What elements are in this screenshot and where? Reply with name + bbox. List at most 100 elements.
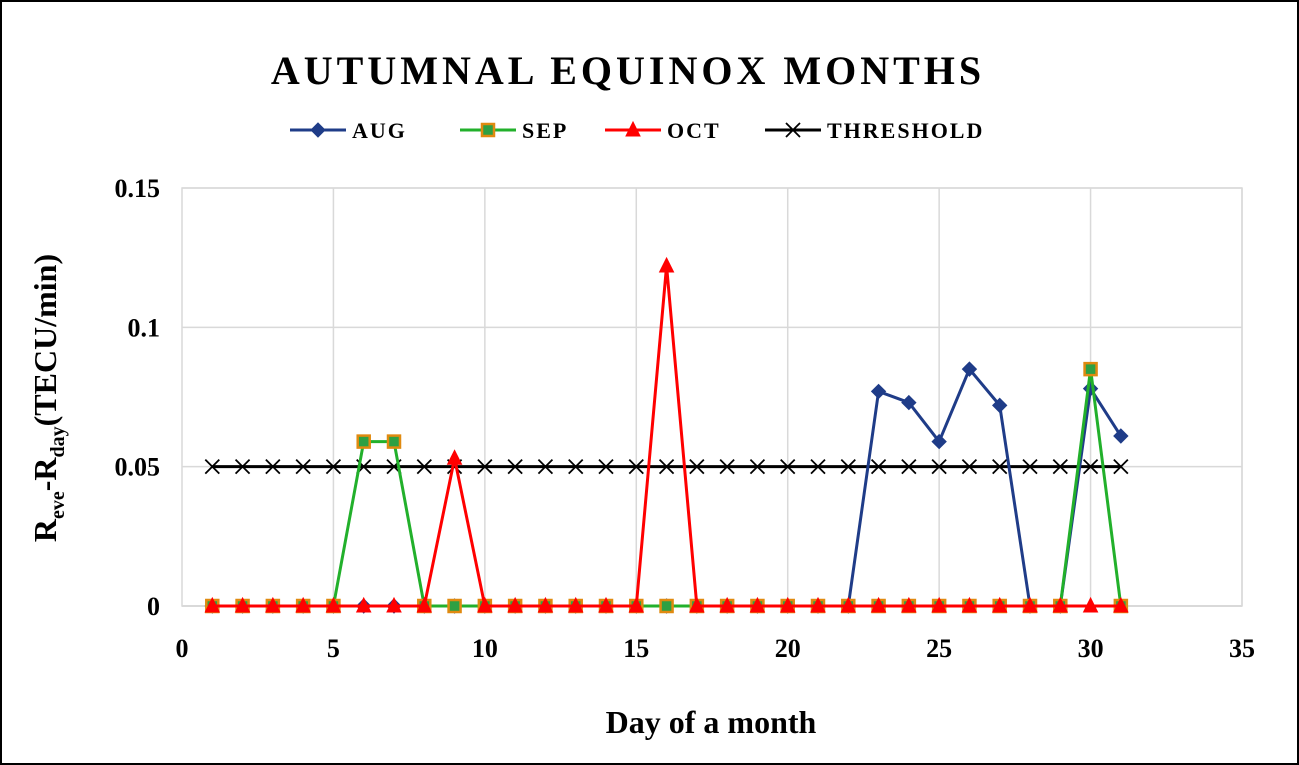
point-oct bbox=[689, 596, 705, 613]
chart-title: AUTUMNAL EQUINOX MONTHS bbox=[271, 48, 985, 93]
point-threshold bbox=[1082, 459, 1099, 475]
point-threshold bbox=[628, 459, 644, 475]
series-line-oct bbox=[212, 264, 1121, 608]
x-axis-label: Day of a month bbox=[606, 704, 817, 740]
y-axis-label: Reve-Rday(TECU/min) bbox=[27, 254, 69, 542]
legend-marker-sep bbox=[480, 122, 496, 138]
point-oct bbox=[265, 596, 281, 613]
series-sep bbox=[205, 361, 1129, 614]
point-oct bbox=[719, 596, 735, 613]
point-sep bbox=[1083, 361, 1098, 377]
y-tick-label: 0.1 bbox=[128, 313, 161, 342]
point-sep bbox=[386, 434, 402, 449]
point-oct bbox=[325, 596, 342, 613]
point-sep bbox=[356, 434, 371, 449]
point-oct bbox=[901, 596, 917, 613]
x-tick-label: 30 bbox=[1078, 634, 1104, 663]
marker-x-stroke bbox=[689, 459, 705, 475]
point-threshold bbox=[1022, 459, 1038, 475]
point-oct bbox=[931, 596, 947, 613]
marker-x-stroke bbox=[568, 459, 584, 475]
marker-x-stroke bbox=[598, 459, 614, 475]
point-oct bbox=[598, 596, 614, 613]
x-tick-label: 0 bbox=[176, 634, 189, 663]
point-oct bbox=[810, 596, 826, 613]
marker-x-stroke bbox=[295, 459, 311, 475]
point-oct bbox=[991, 596, 1008, 613]
marker-x-stroke bbox=[628, 459, 644, 475]
point-threshold bbox=[780, 459, 796, 475]
x-tick-label: 15 bbox=[623, 634, 649, 663]
point-aug bbox=[931, 433, 947, 450]
marker-x-stroke bbox=[234, 459, 251, 475]
point-threshold bbox=[901, 459, 917, 475]
legend-item-oct: OCT bbox=[605, 118, 721, 143]
y-axis-ticks: 0 0.05 0.1 0.15 bbox=[115, 174, 161, 621]
legend-item-aug: AUG bbox=[290, 118, 407, 143]
marker-x-stroke bbox=[477, 459, 493, 475]
point-oct bbox=[1113, 596, 1129, 613]
point-oct bbox=[386, 596, 402, 613]
point-threshold bbox=[810, 459, 826, 475]
y-axis-label-sub1: eve bbox=[47, 491, 69, 519]
marker-x-stroke bbox=[1052, 459, 1068, 475]
legend: AUG SEP OCT THRESHOLD bbox=[290, 118, 984, 143]
y-tick-label: 0 bbox=[147, 592, 160, 621]
marker-x-stroke bbox=[749, 459, 766, 475]
legend-marker-aug bbox=[310, 122, 326, 138]
series-aug bbox=[204, 361, 1129, 614]
point-threshold bbox=[719, 459, 735, 475]
point-oct bbox=[477, 596, 493, 613]
point-oct bbox=[779, 596, 796, 613]
y-tick-label: 0.15 bbox=[115, 174, 161, 203]
y-axis-label-tail: (TECU/min) bbox=[27, 254, 63, 426]
marker-x-stroke bbox=[658, 459, 675, 475]
legend-label-aug: AUG bbox=[352, 118, 407, 143]
x-tick-label: 10 bbox=[472, 634, 498, 663]
point-threshold bbox=[234, 459, 251, 475]
point-threshold bbox=[658, 459, 675, 475]
point-oct bbox=[749, 596, 766, 613]
x-tick-label: 5 bbox=[327, 634, 340, 663]
point-oct bbox=[1022, 596, 1038, 613]
point-sep bbox=[447, 598, 462, 614]
point-oct bbox=[1052, 596, 1069, 613]
point-oct bbox=[658, 256, 675, 273]
y-axis-label-mid: -R bbox=[27, 457, 63, 492]
point-threshold bbox=[840, 459, 856, 475]
point-oct bbox=[507, 596, 523, 613]
series-oct bbox=[204, 256, 1129, 613]
point-aug bbox=[870, 383, 887, 400]
point-oct bbox=[204, 596, 221, 613]
x-axis-ticks: 0 5 10 15 20 25 30 35 bbox=[176, 634, 1256, 663]
point-threshold bbox=[265, 459, 281, 475]
marker-x-stroke bbox=[901, 459, 917, 475]
x-tick-label: 25 bbox=[926, 634, 952, 663]
marker-x-stroke bbox=[785, 122, 801, 138]
marker-x-stroke bbox=[810, 459, 826, 475]
point-oct bbox=[416, 596, 433, 613]
legend-label-threshold: THRESHOLD bbox=[827, 118, 984, 143]
marker-x-stroke bbox=[537, 459, 554, 475]
point-oct bbox=[567, 596, 584, 613]
y-axis-label-main: R bbox=[27, 518, 63, 542]
point-oct bbox=[628, 596, 645, 613]
marker-x-stroke bbox=[961, 459, 978, 475]
point-threshold bbox=[507, 459, 523, 475]
marker-x-stroke bbox=[325, 459, 342, 475]
point-oct bbox=[840, 596, 857, 613]
x-tick-label: 35 bbox=[1229, 634, 1255, 663]
point-oct bbox=[1082, 596, 1099, 613]
legend-label-sep: SEP bbox=[522, 118, 568, 143]
marker-x-stroke bbox=[1022, 459, 1038, 475]
legend-label-oct: OCT bbox=[667, 118, 721, 143]
point-aug bbox=[1113, 428, 1129, 444]
marker-x-stroke bbox=[719, 459, 735, 475]
point-oct bbox=[446, 449, 463, 465]
point-threshold bbox=[477, 459, 493, 475]
series-line-sep bbox=[212, 367, 1123, 608]
marker-x-stroke bbox=[840, 459, 856, 475]
legend-marker-oct bbox=[625, 120, 641, 137]
